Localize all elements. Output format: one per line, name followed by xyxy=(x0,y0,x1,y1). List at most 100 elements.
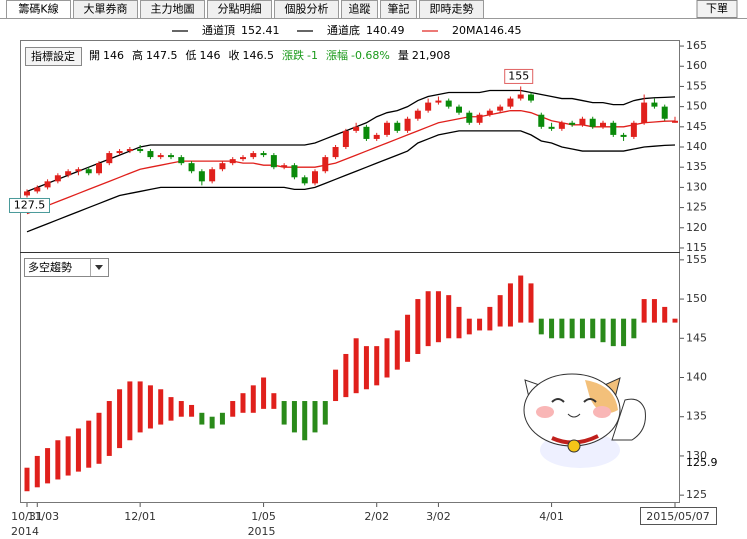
candle-body xyxy=(507,98,514,107)
range-bar xyxy=(528,283,534,323)
range-bar xyxy=(34,455,40,488)
range-bar xyxy=(651,299,657,323)
indicator-dropdown[interactable] xyxy=(24,258,109,277)
range-bar xyxy=(641,299,647,323)
range-bar xyxy=(117,389,123,449)
info-value: 146 xyxy=(200,49,221,62)
range-bar xyxy=(189,404,195,417)
tab-label[interactable]: 個股分析 xyxy=(285,2,329,16)
tab[interactable] xyxy=(140,0,205,19)
y-tick-label: 155 xyxy=(686,79,707,92)
order-button[interactable] xyxy=(696,0,738,18)
info-value: 21,908 xyxy=(412,49,451,62)
y-tick-label: 130 xyxy=(686,180,707,193)
y-tick-label: 135 xyxy=(686,160,707,173)
tab-label[interactable]: 追蹤 xyxy=(349,2,371,16)
range-bar xyxy=(24,467,30,492)
tab-label[interactable]: 分點明細 xyxy=(218,3,262,16)
tab[interactable] xyxy=(419,0,484,19)
candle-body xyxy=(198,171,205,182)
info-value: 146 xyxy=(103,49,124,62)
range-bar xyxy=(209,416,215,429)
candle-body xyxy=(332,147,339,158)
range-bar xyxy=(507,283,513,327)
range-bar xyxy=(405,314,411,362)
x-tick-label: 2/02 xyxy=(364,510,389,523)
tab[interactable] xyxy=(380,0,417,19)
candle-body xyxy=(435,100,442,103)
channel-line xyxy=(26,89,676,193)
range-bar xyxy=(446,295,452,339)
y-tick-label: 125 xyxy=(686,488,707,501)
channel-line xyxy=(26,110,676,215)
y-tick-label: 115 xyxy=(686,241,707,254)
candle-body xyxy=(528,94,534,101)
range-bar xyxy=(353,338,359,394)
candle-body xyxy=(548,126,555,129)
info-name: 收 xyxy=(229,48,240,62)
range-bar xyxy=(621,318,627,347)
x-tick-label: 3/02 xyxy=(426,510,451,523)
channel-line xyxy=(26,130,676,233)
x-tick-label: 4/01 xyxy=(539,510,564,523)
info-name: 漲幅 xyxy=(326,49,348,62)
candle-body xyxy=(579,118,586,125)
range-bar xyxy=(394,330,400,370)
tab-label[interactable]: 籌碼K線 xyxy=(18,2,58,16)
low-marker: 127.5 xyxy=(14,198,46,211)
range-bar xyxy=(579,318,585,339)
order-button-label[interactable]: 下單 xyxy=(706,2,728,15)
candle-body xyxy=(44,181,51,188)
range-bar xyxy=(322,401,328,425)
candle-body xyxy=(65,171,72,176)
y-tick-label: 140 xyxy=(686,140,707,153)
range-bar xyxy=(96,412,102,464)
candle-body xyxy=(168,155,174,158)
range-bar xyxy=(497,295,503,327)
candle-body xyxy=(630,122,637,137)
high-marker-box xyxy=(504,68,534,84)
range-bar xyxy=(127,381,133,441)
candle-body xyxy=(209,169,216,182)
tab-label[interactable]: 大單券商 xyxy=(84,2,128,16)
range-bar xyxy=(178,401,184,417)
y-tick-label: 130 xyxy=(686,449,707,462)
tab[interactable] xyxy=(341,0,378,19)
candle-body xyxy=(312,171,318,184)
range-bar xyxy=(466,318,472,335)
range-bar xyxy=(662,306,668,323)
candle-body xyxy=(270,155,277,168)
tab-label[interactable]: 即時走勢 xyxy=(430,2,474,16)
tab-label[interactable]: 主力地圖 xyxy=(151,3,195,16)
candle-body xyxy=(240,157,246,160)
y-tick-label: 120 xyxy=(686,221,707,234)
settings-button-label[interactable]: 指標設定 xyxy=(31,49,75,63)
current-date-box xyxy=(640,507,717,525)
range-bar xyxy=(261,377,267,409)
legend-value: 140.49 xyxy=(366,24,405,37)
candle-body xyxy=(34,187,41,192)
candle-body xyxy=(229,159,236,164)
candle-body xyxy=(322,157,329,172)
tab-label[interactable]: 筆記 xyxy=(388,2,410,16)
candle-body xyxy=(466,112,473,123)
x-year-label: 2014 xyxy=(11,525,39,538)
tab[interactable] xyxy=(73,0,138,19)
range-bar xyxy=(363,346,369,390)
settings-button[interactable] xyxy=(25,47,82,66)
info-name: 漲跌 xyxy=(282,48,304,62)
range-bar xyxy=(559,318,565,339)
range-bar xyxy=(55,440,61,480)
candle-body xyxy=(106,153,113,164)
tab[interactable] xyxy=(274,0,339,19)
legend-name: 通道頂 xyxy=(202,23,235,37)
range-bar xyxy=(75,428,81,472)
range-bar xyxy=(147,385,153,429)
candle-body xyxy=(85,169,92,174)
panel-frame xyxy=(20,40,680,503)
candle-body xyxy=(620,134,627,137)
indicator-name[interactable]: 多空趨勢 xyxy=(28,260,72,274)
tab[interactable] xyxy=(207,0,272,19)
tab[interactable] xyxy=(6,0,71,19)
range-bar xyxy=(106,401,112,456)
